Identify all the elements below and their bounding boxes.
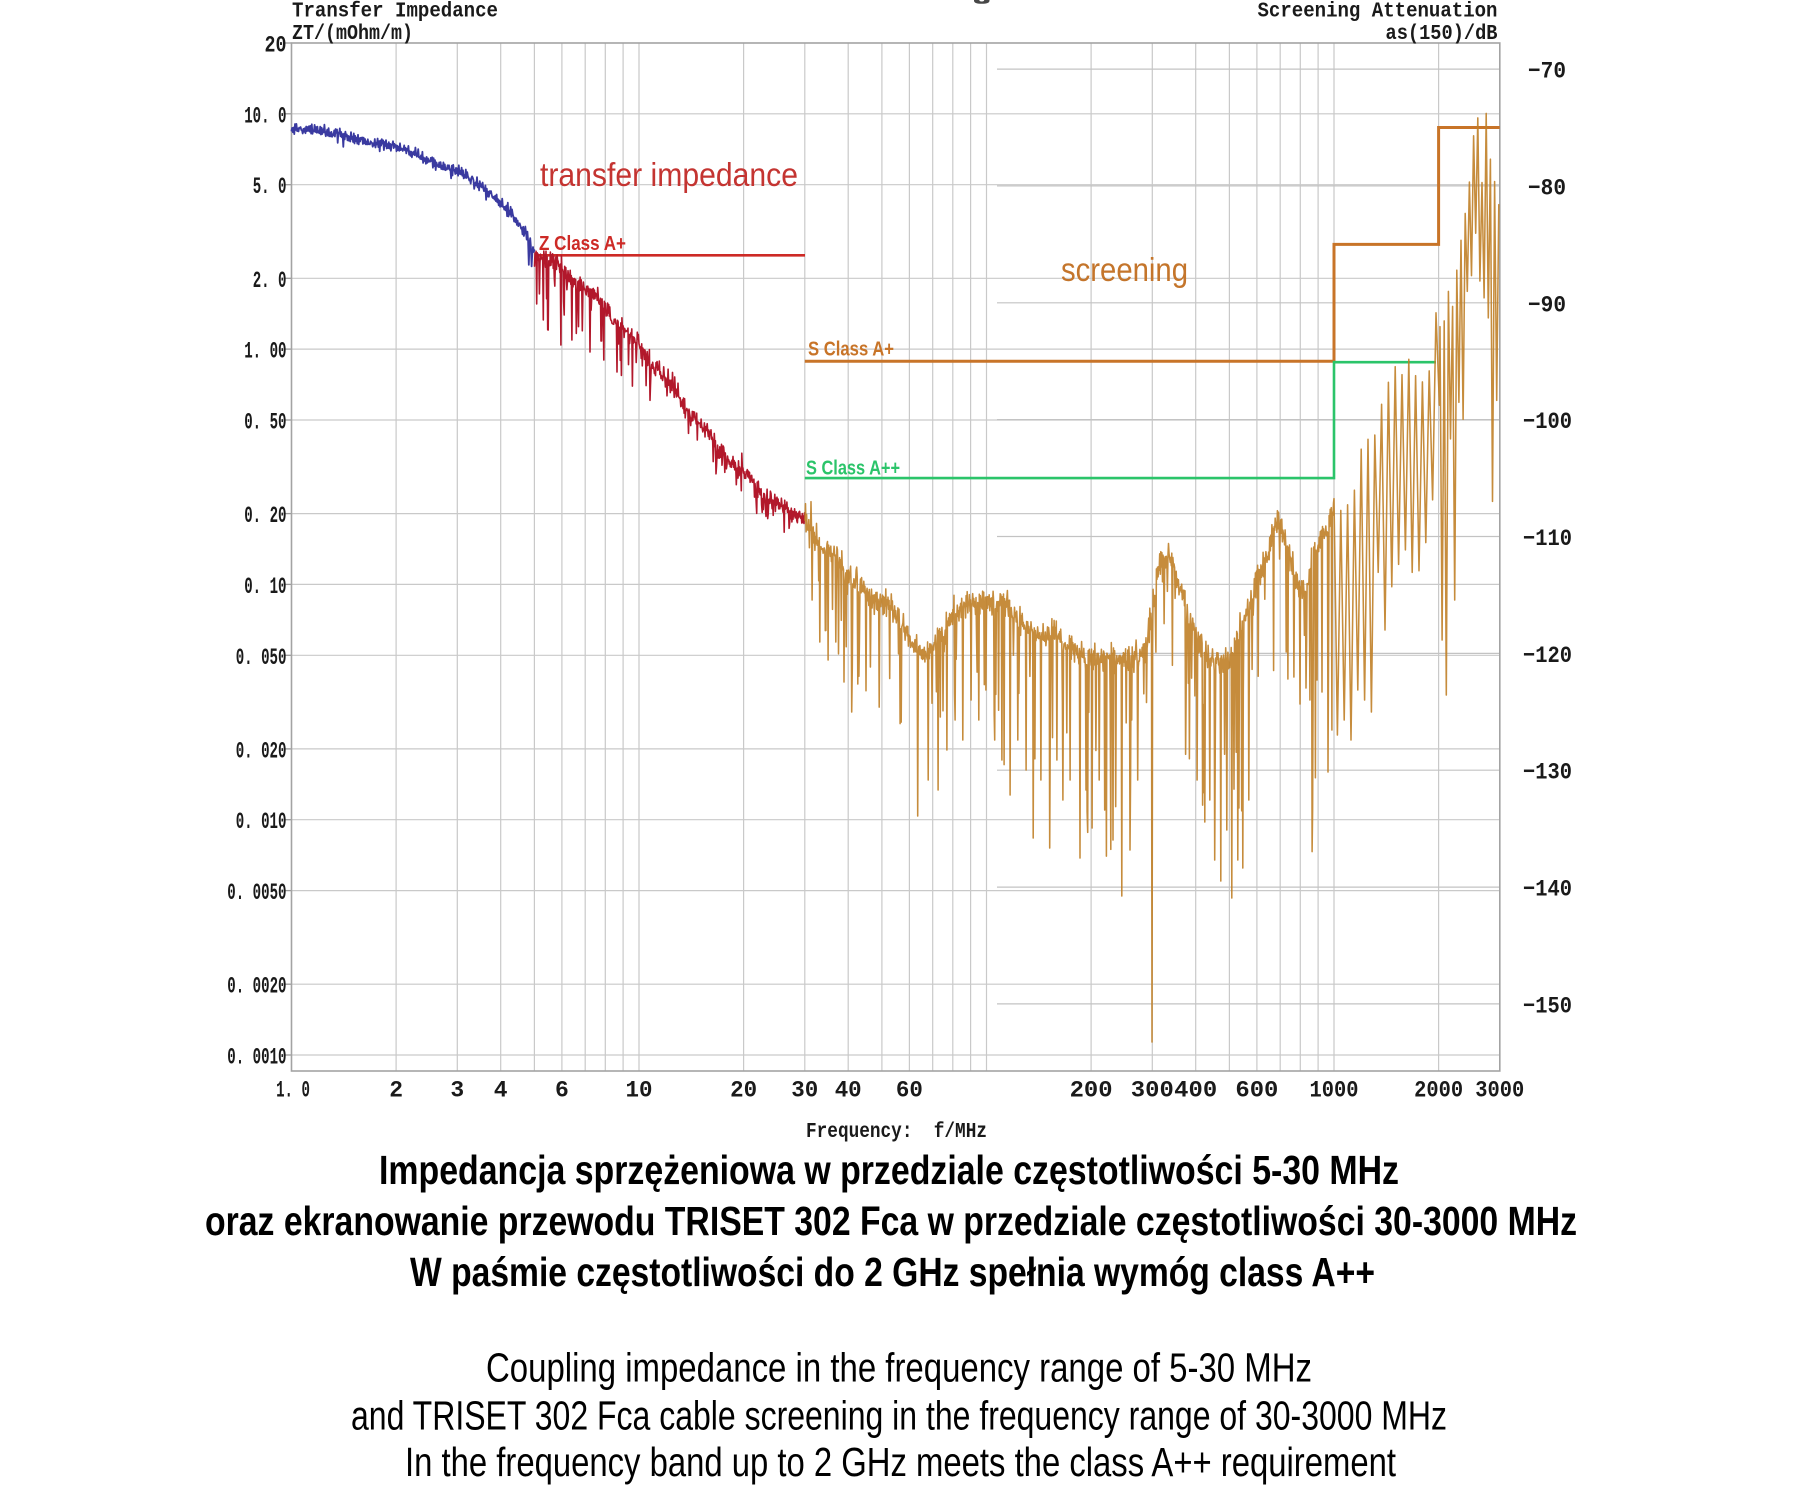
svg-text:−120: −120	[1523, 643, 1572, 669]
svg-text:ZT/(mOhm/m): ZT/(mOhm/m)	[292, 23, 413, 46]
svg-text:Frequency: f/MHz: Frequency: f/MHz	[806, 1121, 987, 1144]
svg-text:4: 4	[494, 1078, 508, 1104]
svg-text:3: 3	[450, 1078, 464, 1104]
svg-text:0. 050: 0. 050	[236, 645, 287, 671]
svg-text:−90: −90	[1528, 292, 1566, 318]
svg-text:60: 60	[896, 1078, 923, 1104]
svg-text:−100: −100	[1523, 409, 1572, 435]
svg-text:0. 20: 0. 20	[244, 503, 286, 529]
svg-text:10: 10	[626, 1078, 653, 1104]
svg-text:−150: −150	[1523, 993, 1572, 1019]
svg-text:0. 020: 0. 020	[236, 738, 287, 764]
svg-text:0. 0010: 0. 0010	[227, 1045, 286, 1071]
svg-text:as(150)/dB: as(150)/dB	[1386, 23, 1498, 46]
svg-text:transfer impedance: transfer impedance	[540, 156, 798, 193]
svg-text:Coupling impedance in the freq: Coupling impedance in the frequency rang…	[486, 1345, 1312, 1391]
svg-text:−110: −110	[1523, 526, 1572, 552]
svg-text:Z Class A+: Z Class A+	[539, 233, 626, 255]
svg-text:−80: −80	[1528, 175, 1566, 201]
svg-text:0. 10: 0. 10	[244, 574, 286, 600]
svg-text:−130: −130	[1523, 760, 1572, 786]
svg-text:screening: screening	[1061, 251, 1188, 288]
svg-text:0. 0050: 0. 0050	[227, 880, 286, 906]
svg-text:2000: 2000	[1414, 1078, 1463, 1104]
svg-text:S Class A+: S Class A+	[808, 339, 894, 361]
svg-text:20: 20	[265, 33, 287, 59]
svg-text:−140: −140	[1523, 877, 1572, 903]
svg-text:0. 50: 0. 50	[244, 410, 286, 436]
svg-text:Impedancja sprzężeniowa w prze: Impedancja sprzężeniowa w przedziale czę…	[379, 1147, 1399, 1193]
svg-text:40: 40	[835, 1078, 862, 1104]
svg-text:20: 20	[730, 1078, 757, 1104]
svg-text:In the frequency band up to 2: In the frequency band up to 2 GHz meets …	[405, 1439, 1396, 1485]
svg-text:Screening Attenuation: Screening Attenuation	[1258, 1, 1498, 24]
svg-text:0. 010: 0. 010	[236, 809, 287, 835]
svg-text:Transfer Impedance: Transfer Impedance	[292, 1, 498, 24]
svg-text:600: 600	[1235, 1078, 1278, 1104]
svg-text:1. 00: 1. 00	[244, 339, 286, 365]
svg-text:S Class A++: S Class A++	[806, 458, 900, 480]
svg-text:300: 300	[1131, 1078, 1174, 1104]
svg-text:6: 6	[555, 1078, 569, 1104]
svg-text:−70: −70	[1528, 59, 1566, 85]
svg-text:2. 0: 2. 0	[253, 268, 287, 294]
svg-text:3000: 3000	[1475, 1078, 1524, 1104]
svg-text:and TRISET 302 Fca cable scree: and TRISET 302 Fca cable screening in th…	[351, 1393, 1447, 1439]
svg-text:200: 200	[1070, 1078, 1113, 1104]
svg-text:2: 2	[389, 1078, 403, 1104]
svg-text:30: 30	[791, 1078, 818, 1104]
svg-text:0. 0020: 0. 0020	[227, 974, 286, 1000]
svg-text:5. 0: 5. 0	[253, 174, 287, 200]
svg-text:10. 0: 10. 0	[244, 103, 286, 129]
svg-text:oraz ekranowanie przewodu TRIS: oraz ekranowanie przewodu TRISET 302 Fca…	[205, 1198, 1577, 1244]
svg-text:1000: 1000	[1310, 1078, 1359, 1104]
svg-text:1. 0: 1. 0	[276, 1078, 310, 1104]
svg-text:400: 400	[1174, 1078, 1217, 1104]
svg-text:W paśmie częstotliwości do 2 G: W paśmie częstotliwości do 2 GHz spełnia…	[410, 1249, 1375, 1295]
